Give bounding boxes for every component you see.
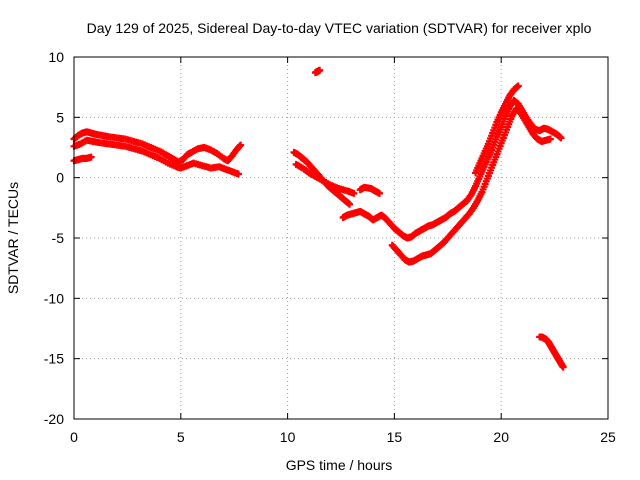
data-point [557, 134, 565, 142]
data-point [350, 189, 358, 197]
x-tick-label: 15 [387, 429, 403, 445]
data-point [87, 153, 95, 161]
data-point [237, 141, 245, 149]
series-track-a [70, 128, 245, 166]
data-point [559, 363, 567, 371]
series-track-i [472, 82, 522, 177]
data-point [375, 189, 383, 197]
series-track-h [388, 105, 554, 266]
y-tick-label: 5 [56, 109, 64, 125]
series-track-f [311, 66, 324, 77]
series-track-k [356, 183, 383, 197]
grid [74, 57, 608, 419]
y-tick-label: -20 [44, 411, 64, 427]
series-track-j [536, 333, 567, 371]
data-point [316, 66, 324, 74]
x-tick-label: 10 [280, 429, 296, 445]
y-tick-label: -5 [52, 230, 65, 246]
x-tick-label: 20 [493, 429, 509, 445]
series-track-e [292, 160, 358, 197]
y-tick-label: 0 [56, 170, 64, 186]
data-point [234, 170, 242, 178]
y-tick-label: -10 [44, 290, 64, 306]
y-axis-label: SDTVAR / TECUs [5, 182, 21, 294]
series-track-c [70, 153, 95, 165]
y-tick-label: -15 [44, 351, 64, 367]
series-track-b [70, 136, 242, 178]
x-tick-label: 5 [177, 429, 185, 445]
series-track-g [339, 96, 565, 242]
data-marks [70, 66, 567, 371]
x-tick-label: 25 [600, 429, 616, 445]
data-point [546, 135, 554, 143]
axis-ticks: 0 5 10 15 20 25 -20 -15 -10 -5 0 5 10 [44, 49, 616, 445]
chart-title: Day 129 of 2025, Sidereal Day-to-day VTE… [87, 20, 592, 36]
x-axis-label: GPS time / hours [286, 457, 393, 473]
data-point [514, 82, 522, 90]
y-tick-label: 10 [48, 49, 64, 65]
data-point [346, 200, 354, 208]
x-tick-label: 0 [70, 429, 78, 445]
